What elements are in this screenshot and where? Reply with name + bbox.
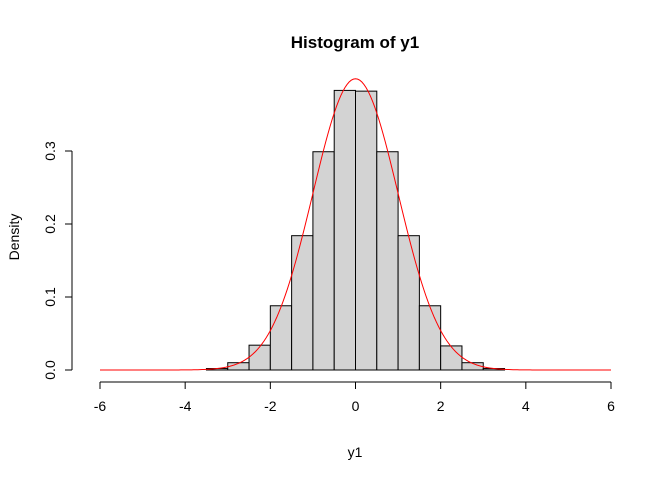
y-axis: 0.0 0.1 0.2 0.3 [42,141,73,380]
histogram-bar [269,305,293,371]
y-tick-label: 0.0 [42,360,58,380]
x-tick-label: -4 [179,398,192,414]
chart-title: Histogram of y1 [291,33,419,52]
x-tick-label: 2 [437,398,445,414]
histogram-bar [418,305,442,371]
histogram-bar [248,344,271,371]
x-tick-label: -6 [94,398,107,414]
histogram-bar [440,345,463,371]
x-axis: -6 -4 -2 0 2 4 6 [94,381,615,414]
histogram-bar [291,235,314,371]
density-curve-layer [100,78,611,371]
histogram-bar [312,151,335,371]
density-curve [100,78,611,371]
x-tick-label: 4 [522,398,530,414]
histogram-bar [355,90,378,371]
y-tick-label: 0.3 [42,141,58,161]
x-axis-label: y1 [348,444,363,460]
y-tick-label: 0.1 [42,287,58,307]
x-tick-label: 0 [352,398,360,414]
x-tick-label: 6 [607,398,615,414]
y-tick-label: 0.2 [42,214,58,234]
histogram-bar [397,235,420,371]
histogram-bar [376,151,399,371]
x-tick-label: -2 [264,398,277,414]
histogram-bars [205,89,506,371]
histogram-bar [333,89,357,371]
y-axis-label: Density [6,214,22,261]
